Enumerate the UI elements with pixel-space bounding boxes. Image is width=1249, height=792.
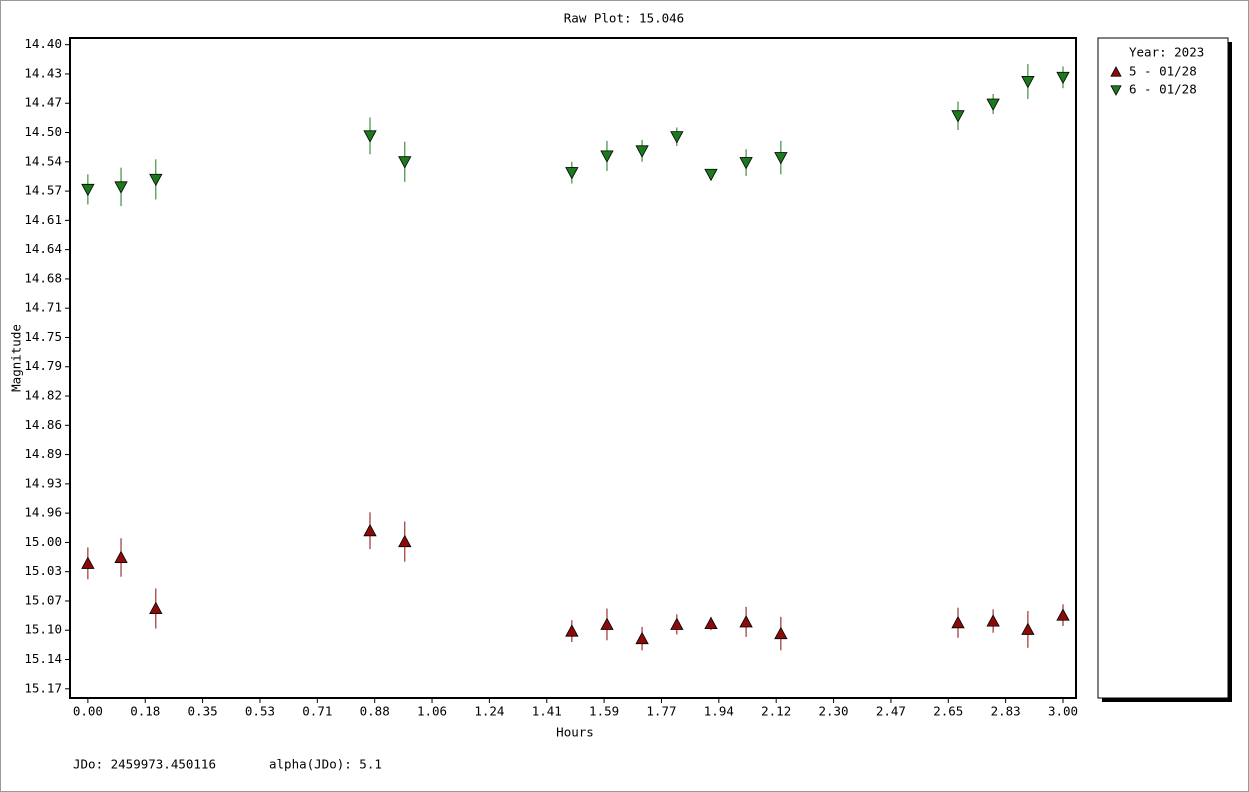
y-tick-label: 15.17 [24,680,62,695]
marker [986,98,1000,111]
marker [600,617,614,630]
x-tick-label: 2.30 [818,704,848,719]
x-tick-label: 2.65 [933,704,963,719]
y-tick-label: 14.96 [24,505,62,520]
x-tick-label: 0.53 [245,704,275,719]
marker [986,614,1000,627]
x-tick-label: 2.47 [876,704,906,719]
marker [114,550,128,563]
y-tick-label: 14.86 [24,417,62,432]
marker [951,110,965,123]
marker [704,616,718,630]
x-tick-label: 0.18 [130,704,160,719]
marker [670,617,684,630]
marker [1021,622,1035,635]
x-axis-label: Hours [556,725,594,740]
y-tick-label: 14.68 [24,270,62,285]
marker [1056,71,1070,85]
y-tick-label: 15.14 [24,651,62,666]
marker [114,181,128,194]
x-tick-label: 1.94 [704,704,734,719]
legend-title: Year: 2023 [1129,45,1204,60]
legend-label: 5 - 01/28 [1129,64,1197,79]
marker [81,183,95,197]
legend-marker [1110,85,1122,96]
y-tick-label: 14.57 [24,183,62,198]
y-axis-label: Magnitude [9,324,24,392]
marker [149,173,163,187]
x-tick-label: 1.77 [646,704,676,719]
y-tick-label: 14.64 [24,241,62,256]
marker [565,624,579,637]
marker [739,615,753,628]
marker [774,152,788,165]
y-tick-label: 14.89 [24,446,62,461]
y-tick-label: 14.43 [24,65,62,80]
y-tick-label: 15.10 [24,622,62,637]
footer-alpha: alpha(JDo): 5.1 [269,757,382,772]
footer-jdo: JDo: 2459973.450116 [73,757,216,772]
marker [1056,608,1070,621]
y-tick-label: 15.03 [24,563,62,578]
marker [565,167,579,180]
y-tick-label: 15.07 [24,592,62,607]
marker [739,157,753,170]
y-tick-label: 15.00 [24,534,62,549]
marker [81,556,95,569]
legend-box [1097,37,1229,699]
x-tick-label: 0.88 [360,704,390,719]
marker [774,626,788,640]
marker [670,131,684,144]
y-tick-label: 14.93 [24,475,62,490]
x-tick-label: 0.35 [188,704,218,719]
marker [1021,75,1035,89]
legend-label: 6 - 01/28 [1129,82,1197,97]
y-tick-label: 14.47 [24,95,62,110]
x-tick-label: 1.24 [474,704,504,719]
y-tick-label: 14.75 [24,329,62,344]
marker [363,523,377,537]
y-tick-label: 14.82 [24,388,62,403]
marker [704,168,718,182]
y-tick-label: 14.54 [24,153,62,168]
marker [398,156,412,169]
x-tick-label: 1.41 [532,704,562,719]
legend-marker [1110,66,1122,77]
y-tick-label: 14.40 [24,36,62,51]
y-tick-label: 14.61 [24,212,62,227]
x-tick-label: 1.06 [417,704,447,719]
x-tick-label: 1.59 [589,704,619,719]
marker [398,534,412,548]
marker [951,615,965,629]
x-tick-label: 3.00 [1048,704,1078,719]
marker [600,150,614,163]
x-tick-label: 0.71 [302,704,332,719]
x-tick-label: 0.00 [73,704,103,719]
marker [363,130,377,143]
y-tick-label: 14.50 [24,124,62,139]
x-tick-label: 2.12 [761,704,791,719]
plot-frame [69,37,1077,699]
marker [635,631,649,645]
marker [635,145,649,158]
y-tick-label: 14.71 [24,300,62,315]
x-tick-label: 2.83 [991,704,1021,719]
y-tick-label: 14.79 [24,358,62,373]
chart-title: Raw Plot: 15.046 [564,11,684,26]
marker [149,601,163,614]
